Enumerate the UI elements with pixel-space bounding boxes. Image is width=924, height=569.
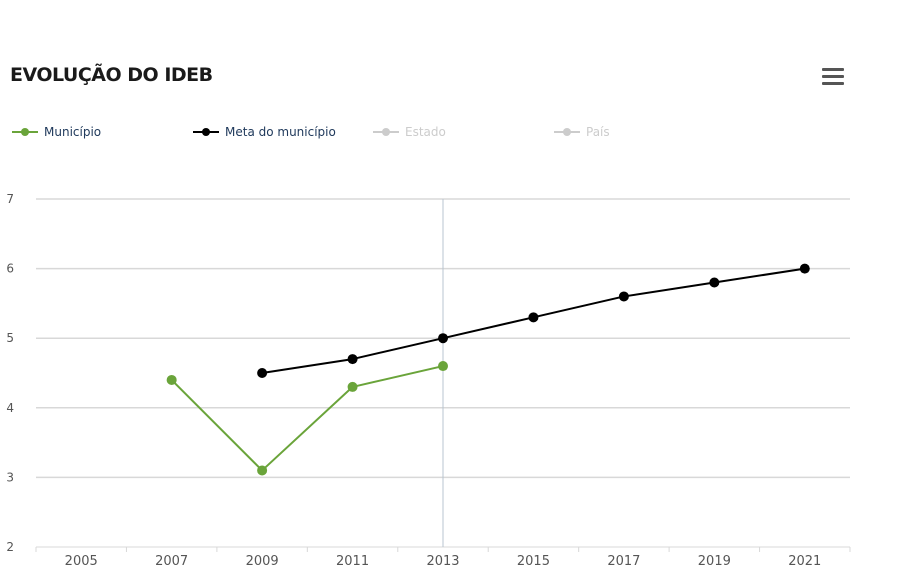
x-tick-label: 2009: [246, 554, 279, 569]
y-tick-label: 3: [6, 470, 14, 484]
y-tick-label: 2: [6, 540, 14, 554]
legend-label: Meta do município: [225, 125, 336, 139]
legend-label: Município: [44, 125, 102, 139]
legend-item-estado[interactable]: Estado: [373, 122, 446, 142]
legend-marker-icon: [554, 128, 580, 136]
data-point: [528, 312, 539, 323]
y-tick-label: 7: [6, 192, 14, 206]
data-point: [438, 361, 448, 372]
chart-title: EVOLUÇÃO DO IDEB: [10, 64, 213, 86]
legend-marker-icon: [12, 128, 38, 136]
data-point: [799, 263, 810, 274]
data-point: [347, 354, 358, 365]
data-point: [347, 381, 358, 392]
x-tick-label: 2017: [607, 554, 640, 569]
legend-item-meta-do-municipio[interactable]: Meta do município: [193, 122, 336, 142]
legend-item-pais[interactable]: País: [554, 122, 610, 142]
data-point: [166, 374, 177, 385]
legend-label: Estado: [405, 125, 446, 139]
legend-label: País: [586, 125, 610, 139]
data-point: [438, 333, 448, 344]
data-point: [257, 368, 268, 378]
y-tick-label: 4: [6, 401, 14, 415]
data-point: [618, 291, 629, 302]
hamburger-menu-icon[interactable]: [818, 64, 848, 92]
data-point: [257, 465, 268, 476]
legend-item-municipio[interactable]: Município: [12, 122, 101, 142]
series-line: [170, 365, 444, 472]
x-tick-label: 2019: [698, 554, 731, 569]
y-tick-label: 6: [6, 262, 14, 276]
x-tick-label: 2011: [336, 554, 369, 569]
legend-marker-icon: [193, 128, 219, 136]
x-tick-label: 2013: [426, 554, 459, 569]
y-tick-label: 5: [6, 331, 14, 345]
x-tick-label: 2007: [155, 554, 188, 569]
x-tick-label: 2015: [517, 554, 550, 569]
x-tick-label: 2021: [788, 554, 821, 569]
x-tick-label: 2005: [65, 554, 98, 569]
data-point: [709, 277, 720, 288]
legend-marker-icon: [373, 128, 399, 136]
